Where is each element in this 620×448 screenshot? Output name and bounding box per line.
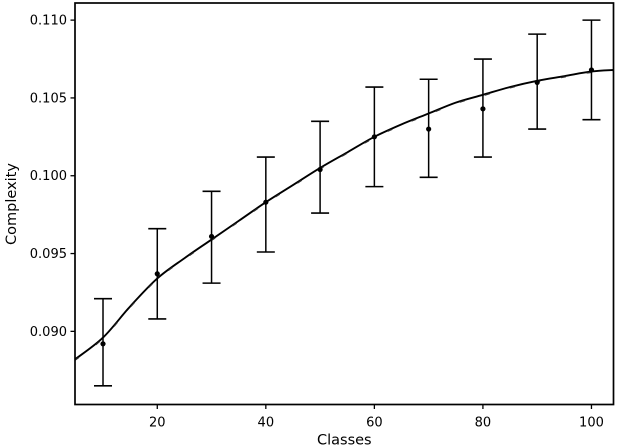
y-axis-ticks: 0.090 0.095 0.100 0.105 0.110 [30, 14, 75, 340]
x-tick-label: 60 [366, 416, 383, 431]
y-tick-label: 0.110 [30, 14, 67, 29]
y-tick-label: 0.095 [30, 247, 67, 262]
data-point-marker [480, 106, 486, 112]
x-tick-label: 20 [149, 416, 166, 431]
data-point-marker [154, 271, 160, 277]
data-point-marker [263, 199, 269, 205]
fit-curve-solid [74, 68, 614, 361]
y-tick-label: 0.105 [30, 91, 67, 106]
data-point-marker [588, 67, 595, 73]
data-point-marker [317, 166, 323, 173]
x-tick-label: 100 [579, 416, 604, 431]
y-axis-label: Complexity [4, 163, 20, 245]
x-axis-label: Classes [317, 433, 372, 448]
data-point-marker [426, 126, 432, 132]
data-point-marker [208, 233, 215, 240]
errorbar-series [94, 19, 601, 387]
fit-curve-dashed [74, 70, 614, 361]
x-axis-ticks: 20 40 60 80 100 [149, 404, 604, 431]
y-tick-label: 0.100 [30, 169, 67, 184]
x-tick-label: 80 [475, 416, 492, 431]
data-point-marker [100, 341, 106, 347]
data-point-marker [371, 134, 377, 140]
data-point-marker [534, 79, 540, 85]
plot-border [74, 2, 615, 406]
x-tick-label: 40 [258, 416, 275, 431]
y-tick-label: 0.090 [30, 325, 67, 340]
